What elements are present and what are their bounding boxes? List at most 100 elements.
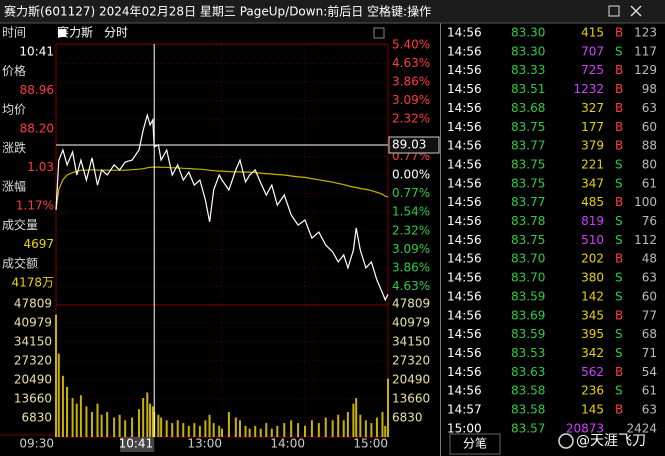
volume-bar: [113, 417, 116, 437]
trade-volume: 221: [581, 157, 604, 171]
volume-tick-label: 27320: [14, 353, 52, 367]
weibo-icon: [558, 433, 574, 449]
trade-count: 68: [642, 327, 657, 341]
y-tick-label: 4.63%: [392, 279, 430, 293]
trade-price: 83.75: [511, 120, 545, 134]
volume-bar: [176, 420, 179, 437]
y-tick-label: 0.00%: [392, 168, 430, 182]
volume-tick-label: 27320: [392, 353, 430, 367]
trade-price: 83.68: [511, 101, 545, 115]
trade-count: 88: [642, 139, 657, 153]
volume-bar: [364, 420, 367, 437]
chart-toggle[interactable]: [373, 27, 385, 39]
volume-bar: [283, 423, 286, 437]
trade-side: B: [615, 120, 623, 134]
trade-price: 83.63: [511, 365, 545, 379]
trade-price: 83.70: [511, 252, 545, 266]
series-line: [55, 166, 389, 210]
volume-tick-label: 20490: [392, 372, 430, 386]
x-tick-label: 15:00: [353, 437, 388, 451]
trade-side: B: [615, 308, 623, 322]
trade-price: 83.75: [511, 176, 545, 190]
trade-price: 83.77: [511, 195, 545, 209]
trade-volume: 510: [581, 233, 604, 247]
trade-price: 83.57: [511, 421, 545, 435]
trade-volume: 819: [581, 214, 604, 228]
y-tick-label: 2.32%: [392, 112, 430, 126]
trade-side: S: [615, 327, 623, 341]
trade-count: 76: [642, 214, 657, 228]
trade-side: B: [615, 195, 623, 209]
volume-bar: [337, 414, 340, 437]
y-tick-label: 3.09%: [392, 242, 430, 256]
trade-time: 14:56: [447, 82, 482, 96]
volume-bar: [96, 403, 99, 437]
close-button[interactable]: [630, 5, 642, 17]
trade-volume: 347: [581, 176, 604, 190]
trade-time: 14:56: [447, 120, 482, 134]
trade-count: 63: [642, 101, 657, 115]
trade-side: B: [615, 63, 623, 77]
maximize-button[interactable]: [608, 5, 620, 17]
trade-count: 60: [642, 120, 657, 134]
trade-volume: 379: [581, 139, 604, 153]
trade-time: 14:56: [447, 176, 482, 190]
trade-count: 61: [642, 176, 657, 190]
volume-tick-label: 13660: [392, 391, 430, 405]
trade-side: B: [615, 26, 623, 40]
trade-count: 123: [634, 26, 657, 40]
volume-tick-label: 6830: [392, 410, 423, 424]
trade-side: B: [615, 139, 623, 153]
trade-side: B: [615, 403, 623, 417]
tab[interactable]: 分笔: [463, 436, 487, 451]
trade-volume: 562: [581, 365, 604, 379]
trade-side: S: [615, 289, 623, 303]
volume-bar: [198, 425, 201, 437]
x-tick-label: 09:30: [19, 437, 54, 451]
trade-time: 14:56: [447, 384, 482, 398]
trade-price: 83.75: [511, 157, 545, 171]
volume-bar: [355, 398, 358, 437]
volume-bar: [100, 414, 103, 437]
trade-volume: 202: [581, 252, 604, 266]
volume-bar: [118, 414, 121, 437]
trade-count: 112: [634, 233, 657, 247]
trade-count: 80: [642, 157, 657, 171]
tab-box[interactable]: [449, 433, 501, 455]
volume-bar: [375, 417, 378, 437]
watermark: @天涯飞刀: [576, 433, 646, 449]
trade-volume: 380: [581, 271, 604, 285]
volume-bar: [131, 417, 134, 437]
trade-count: 63: [642, 403, 657, 417]
title-text: 赛力斯(601127) 2024年02月28日 星期三 PageUp/Down:…: [4, 4, 431, 19]
trade-time: 14:56: [447, 327, 482, 341]
trade-side: S: [615, 176, 623, 190]
trade-volume: 395: [581, 327, 604, 341]
volume-bar: [244, 425, 247, 437]
y-tick-label: 0.77%: [392, 186, 430, 200]
volume-bar: [342, 420, 345, 437]
volume-bar: [270, 428, 273, 437]
trade-price: 83.58: [511, 403, 545, 417]
trade-price: 83.51: [511, 82, 545, 96]
volume-bar: [182, 423, 185, 437]
volume-bar: [75, 403, 78, 437]
trade-time: 14:56: [447, 139, 482, 153]
trade-count: 129: [634, 63, 657, 77]
trade-time: 14:57: [447, 403, 482, 417]
volume-bar: [79, 395, 82, 437]
volume-bar: [71, 398, 74, 437]
trade-count: 100: [634, 195, 657, 209]
legend-entry: 赛力斯: [57, 25, 93, 40]
trade-volume: 177: [581, 120, 604, 134]
trade-count: 71: [642, 346, 657, 360]
trade-time: 14:56: [447, 101, 482, 115]
volume-bar: [151, 406, 154, 437]
volume-bar: [370, 423, 373, 437]
trade-volume: 345: [581, 308, 604, 322]
volume-tick-label: 34150: [14, 334, 52, 348]
y-tick-label: 2.32%: [392, 223, 430, 237]
cursor-time-box: [120, 437, 155, 452]
